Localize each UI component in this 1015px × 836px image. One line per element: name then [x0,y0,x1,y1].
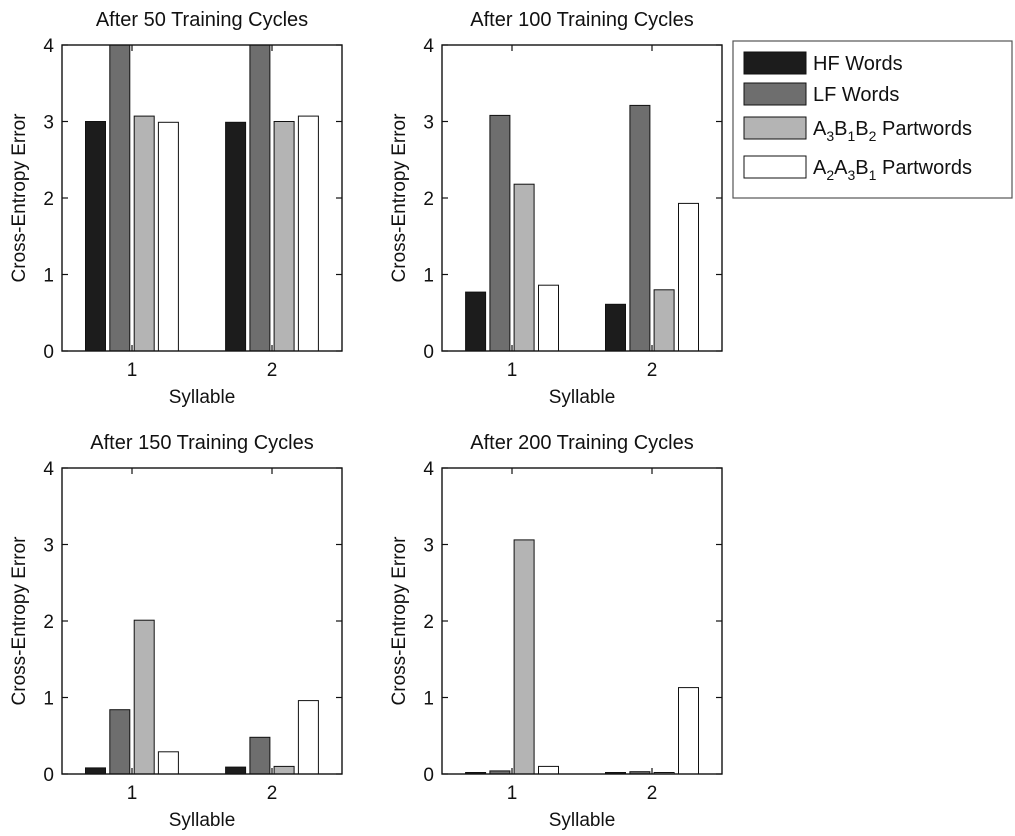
legend-label: LF Words [813,84,899,106]
x-axis-label: Syllable [549,387,616,408]
bar [109,709,131,775]
bar [629,104,651,352]
bar [513,183,535,352]
legend-swatch [743,116,807,140]
y-tick-label: 1 [423,266,434,287]
bar [109,44,131,352]
bar [678,202,699,352]
legend: HF Words LF Words A3B1B2 Partwords A2A3B1 P… [732,40,1013,199]
y-tick-label: 4 [43,36,54,57]
chart-panel-3: 0 1 2 3 4 1 2 After 150 Training Cycles Syllable… [9,432,343,831]
y-tick-label: 2 [423,189,434,210]
bar [678,687,699,775]
bar [273,121,295,352]
x-axis-label: Syllable [169,810,236,831]
x-tick-label: 1 [507,783,518,804]
chart-panel-1: 0 1 2 3 4 1 2 After 50 Training Cycles Syllable C… [9,9,343,408]
y-tick-label: 0 [43,765,54,786]
bar [605,303,626,352]
bar [489,114,511,352]
legend-swatch [743,51,807,75]
bar [653,289,675,352]
y-tick-label: 0 [43,342,54,363]
bar [538,765,559,775]
legend-label: HF Words [813,53,903,75]
legend-label: A2A3B1 Partwords [813,157,972,183]
bar [249,736,271,775]
chart-title: After 150 Training Cycles [90,432,313,454]
y-tick-label: 2 [43,612,54,633]
y-axis-label: Cross-Entropy Error [389,113,410,283]
bar [538,284,559,352]
bar [133,115,155,352]
legend-swatch [743,155,807,179]
x-tick-label: 2 [647,783,658,804]
y-tick-label: 0 [423,342,434,363]
bar [157,751,179,775]
bar [249,44,271,352]
bar [297,700,319,775]
bar [273,765,295,775]
bar [225,766,247,775]
y-tick-label: 3 [43,536,54,557]
chart-title: After 200 Training Cycles [470,432,693,454]
y-axis-label: Cross-Entropy Error [389,536,410,706]
y-tick-label: 4 [423,459,434,480]
legend-item: A3B1B2 Partwords [743,116,972,144]
y-tick-label: 4 [43,459,54,480]
y-tick-label: 3 [423,536,434,557]
y-tick-label: 3 [43,113,54,134]
bar [157,121,179,352]
y-tick-label: 1 [43,689,54,710]
x-tick-label: 2 [647,360,658,381]
legend-label: A3B1B2 Partwords [813,118,972,144]
x-tick-label: 2 [267,360,278,381]
chart-title: After 100 Training Cycles [470,9,693,31]
x-axis-label: Syllable [549,810,616,831]
y-axis-label: Cross-Entropy Error [9,113,30,283]
y-tick-label: 4 [423,36,434,57]
x-tick-label: 1 [507,360,518,381]
x-tick-label: 1 [127,360,138,381]
bar [133,619,155,775]
bar [225,121,247,352]
bar [85,767,106,775]
chart-title: After 50 Training Cycles [96,9,308,31]
x-tick-label: 2 [267,783,278,804]
legend-swatch [743,82,807,106]
y-axis-label: Cross-Entropy Error [9,536,30,706]
y-tick-label: 2 [43,189,54,210]
y-tick-label: 3 [423,113,434,134]
bar [297,115,319,352]
bar [85,121,106,352]
bar [465,291,487,352]
y-tick-label: 1 [43,266,54,287]
y-tick-label: 1 [423,689,434,710]
legend-item: A2A3B1 Partwords [743,155,972,183]
x-tick-label: 1 [127,783,138,804]
x-axis-label: Syllable [169,387,236,408]
legend-item: LF Words [743,82,899,106]
chart-panel-4: 0 1 2 3 4 1 2 After 200 Training Cycles Syllable… [389,432,723,831]
y-tick-label: 0 [423,765,434,786]
bar [513,539,535,775]
y-tick-label: 2 [423,612,434,633]
chart-panel-2: 0 1 2 3 4 1 2 After 100 Training Cycles Syllable… [389,9,723,408]
legend-item: HF Words [743,51,903,75]
